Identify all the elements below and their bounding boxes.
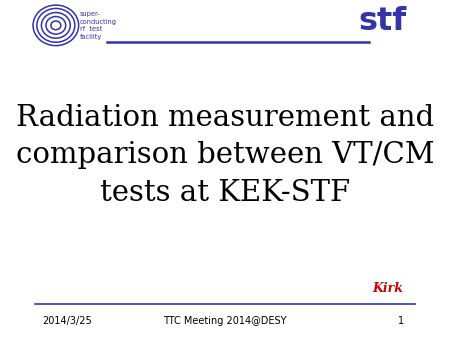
Text: TTC Meeting 2014@DESY: TTC Meeting 2014@DESY — [163, 316, 287, 326]
Text: super-
conducting
rf  test
facility: super- conducting rf test facility — [80, 11, 117, 40]
Text: 1: 1 — [397, 316, 404, 326]
Text: Radiation measurement and
comparison between VT/CM
tests at KEK-STF: Radiation measurement and comparison bet… — [16, 103, 434, 208]
Text: Kirk: Kirk — [373, 283, 404, 295]
Text: 2014/3/25: 2014/3/25 — [43, 316, 92, 326]
Text: stf: stf — [359, 6, 407, 38]
